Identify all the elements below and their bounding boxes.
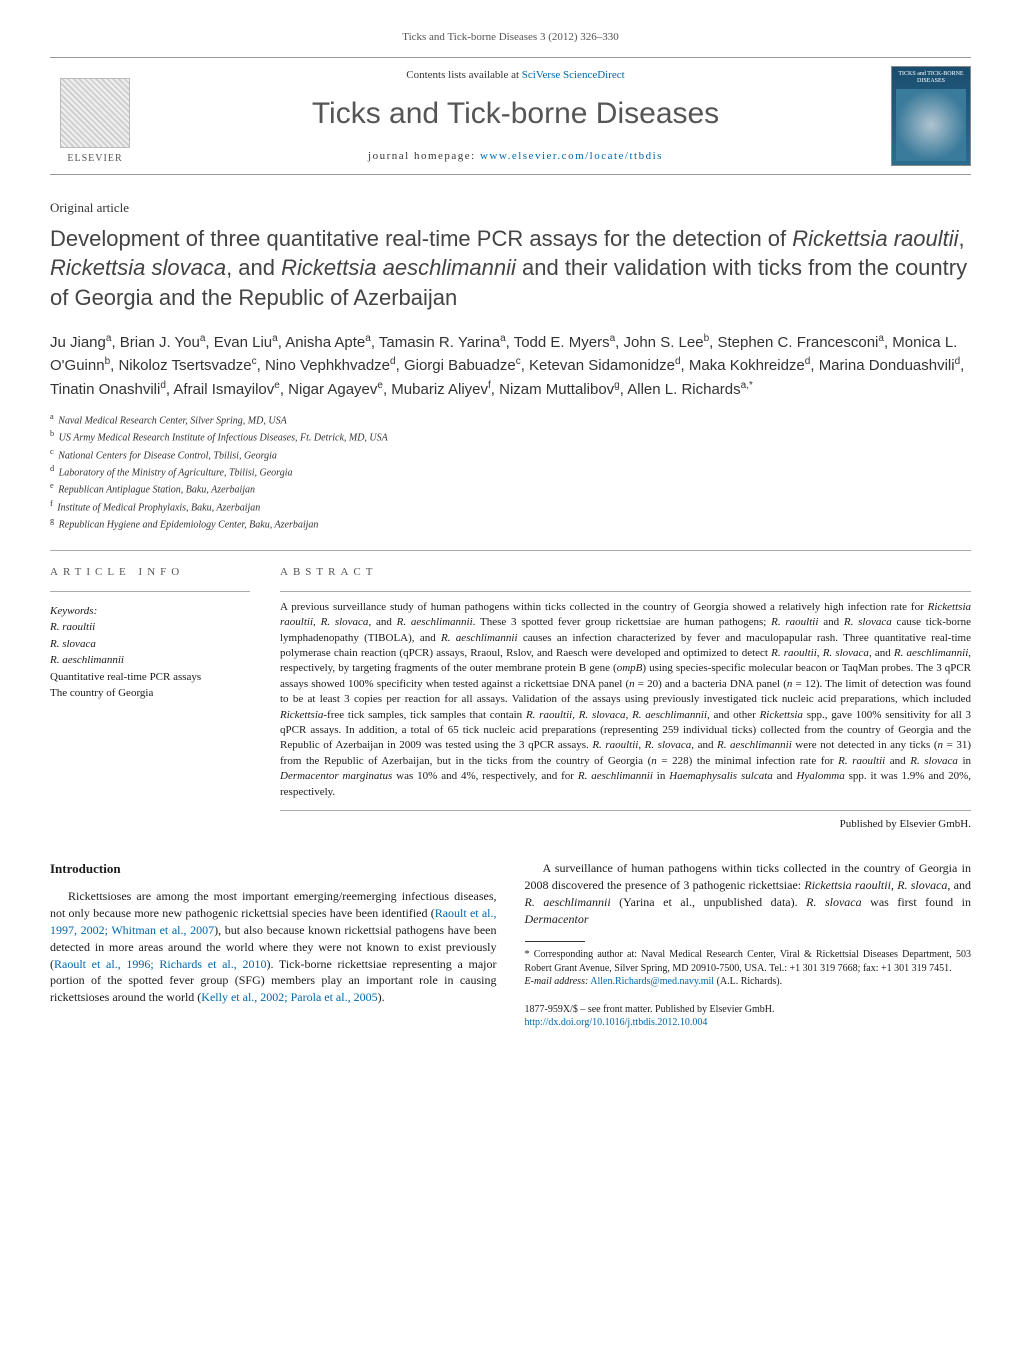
footnote-rule (525, 941, 585, 942)
doi-link[interactable]: http://dx.doi.org/10.1016/j.ttbdis.2012.… (525, 1017, 708, 1028)
affiliation: e Republican Antiplague Station, Baku, A… (50, 480, 971, 497)
issn-line: 1877-959X/$ – see front matter. Publishe… (525, 1003, 972, 1016)
introduction-heading: Introduction (50, 860, 497, 878)
author: Evan Liua (214, 334, 278, 351)
author: Maka Kokhreidzed (689, 357, 810, 374)
abstract-column: abstract A previous surveillance study o… (280, 550, 971, 832)
author: Marina Donduashvilid (819, 357, 960, 374)
author: Brian J. Youa (120, 334, 206, 351)
author: Nino Vephkhvadzed (265, 357, 396, 374)
author-list: Ju Jianga, Brian J. Youa, Evan Liua, Ani… (50, 331, 971, 402)
corresponding-author-text: * Corresponding author at: Naval Medical… (525, 948, 972, 975)
author: John S. Leeb (624, 334, 710, 351)
publisher-logo-block: ELSEVIER (50, 66, 140, 166)
affiliation: f Institute of Medical Prophylaxis, Baku… (50, 498, 971, 515)
elsevier-tree-icon (60, 78, 130, 148)
affiliation: d Laboratory of the Ministry of Agricult… (50, 463, 971, 480)
homepage-prefix: journal homepage: (368, 150, 480, 162)
corresponding-author-footnote: * Corresponding author at: Naval Medical… (525, 948, 972, 989)
contents-prefix: Contents lists available at (406, 69, 521, 81)
author: Tinatin Onashvilid (50, 381, 166, 398)
author: Allen L. Richardsa,* (627, 381, 753, 398)
keyword: R. slovaca (50, 636, 250, 653)
author: Afrail Ismayilove (173, 381, 279, 398)
article-info-column: article info Keywords: R. raoultiiR. slo… (50, 550, 250, 832)
contents-available-line: Contents lists available at SciVerse Sci… (140, 68, 891, 83)
sciencedirect-link[interactable]: SciVerse ScienceDirect (522, 69, 625, 81)
author: Tamasin R. Yarinaa (379, 334, 506, 351)
keyword: R. raoultii (50, 619, 250, 636)
author: Giorgi Babuadzec (404, 357, 521, 374)
affiliation: a Naval Medical Research Center, Silver … (50, 411, 971, 428)
citation-link[interactable]: Raoult (435, 906, 470, 920)
keyword: R. aeschlimannii (50, 652, 250, 669)
citation-link[interactable]: Raoult et al., 1996; Richards et al., 20… (54, 957, 266, 971)
author: Nikoloz Tsertsvadzec (118, 357, 256, 374)
author: Nizam Muttalibovg (499, 381, 620, 398)
author: Anisha Aptea (285, 334, 371, 351)
keywords-list: R. raoultiiR. slovacaR. aeschlimanniiQua… (50, 619, 250, 702)
running-head: Ticks and Tick-borne Diseases 3 (2012) 3… (50, 30, 971, 45)
email-line: E-mail address: Allen.Richards@med.navy.… (525, 975, 972, 989)
affiliation: g Republican Hygiene and Epidemiology Ce… (50, 515, 971, 532)
author: Stephen C. Francesconia (717, 334, 883, 351)
publisher-line: Published by Elsevier GmbH. (280, 817, 971, 832)
author: Ketevan Sidamonidzed (529, 357, 681, 374)
journal-homepage-line: journal homepage: www.elsevier.com/locat… (140, 149, 891, 164)
keyword: The country of Georgia (50, 685, 250, 702)
author: Todd E. Myersa (514, 334, 615, 351)
keyword: Quantitative real-time PCR assays (50, 669, 250, 686)
intro-paragraph-1: Rickettsioses are among the most importa… (50, 888, 497, 1006)
email-person: (A.L. Richards). (717, 976, 783, 987)
journal-homepage-link[interactable]: www.elsevier.com/locate/ttbdis (480, 150, 663, 162)
keywords-label: Keywords: (50, 604, 250, 619)
abstract-text: A previous surveillance study of human p… (280, 600, 971, 811)
abstract-heading: abstract (280, 565, 971, 580)
author: Mubariz Aliyevf (391, 381, 490, 398)
article-info-heading: article info (50, 565, 250, 580)
cover-title-text: TICKS and TICK-BORNE DISEASES (896, 71, 966, 84)
corresponding-email-link[interactable]: Allen.Richards@med.navy.mil (590, 976, 714, 987)
citation-link[interactable]: Kelly et al., 2002; Parola et al., 2005 (201, 990, 377, 1004)
journal-title: Ticks and Tick-borne Diseases (140, 93, 891, 135)
info-abstract-row: article info Keywords: R. raoultiiR. slo… (50, 550, 971, 832)
affiliation-list: a Naval Medical Research Center, Silver … (50, 411, 971, 532)
journal-cover-thumbnail: TICKS and TICK-BORNE DISEASES (891, 66, 971, 166)
email-label: E-mail address: (525, 976, 589, 987)
article-type: Original article (50, 199, 971, 217)
article-title: Development of three quantitative real-t… (50, 224, 971, 313)
affiliation: b US Army Medical Research Institute of … (50, 428, 971, 445)
journal-masthead: ELSEVIER Contents lists available at Sci… (50, 57, 971, 175)
author: Nigar Agayeve (288, 381, 383, 398)
publisher-name: ELSEVIER (67, 152, 122, 166)
author: Ju Jianga (50, 334, 111, 351)
intro-paragraph-2: A surveillance of human pathogens within… (525, 860, 972, 927)
cover-art-icon (896, 89, 966, 162)
front-matter-meta: 1877-959X/$ – see front matter. Publishe… (525, 1003, 972, 1029)
masthead-center: Contents lists available at SciVerse Sci… (140, 68, 891, 165)
affiliation: c National Centers for Disease Control, … (50, 446, 971, 463)
body-two-column: Introduction Rickettsioses are among the… (50, 860, 971, 1029)
